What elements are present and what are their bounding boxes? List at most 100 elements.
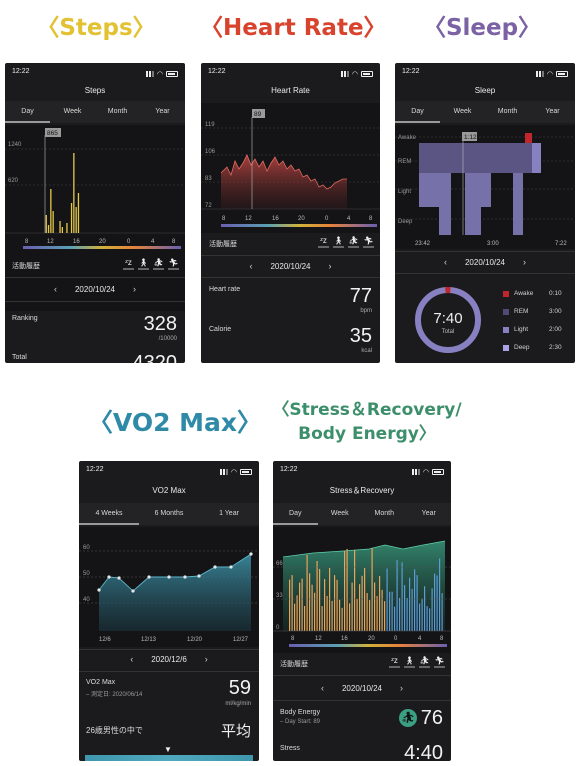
sleep-z-icon[interactable]: ᶻz	[123, 258, 134, 270]
total-label: Total	[12, 354, 27, 361]
prev-date-button[interactable]: ‹	[130, 654, 134, 664]
sleep-chart[interactable]: Awake REM Light Deep 1:12 23:42 3:00 7:2…	[395, 125, 575, 249]
battery-icon	[432, 468, 444, 475]
tab-year[interactable]: Year	[421, 510, 436, 517]
sprint-icon[interactable]: 🏃︎	[168, 258, 179, 270]
stress-bar	[434, 573, 436, 631]
stress-bar	[294, 603, 296, 631]
rem-band	[419, 143, 537, 173]
steps-chart[interactable]: 1240 620 865 8 12 16 20 0 4 8	[5, 125, 185, 311]
stress-bar	[389, 591, 391, 631]
signal-icon	[340, 70, 349, 77]
run-icon[interactable]: ⛹︎	[348, 236, 359, 248]
stress-bar	[416, 575, 418, 631]
x-tick: 8	[222, 216, 226, 222]
date-label: 2020/12/6	[151, 654, 187, 664]
sleep-caption: 〈Sleep〉	[422, 15, 542, 41]
tab-week[interactable]: Week	[63, 108, 82, 115]
tab-day[interactable]: Day	[395, 101, 440, 123]
activity-label: 活動履歴	[280, 661, 308, 668]
wifi-icon: ◠	[422, 468, 429, 476]
level-pointer-icon: ▼	[164, 745, 172, 754]
sleep-z-icon[interactable]: ᶻz	[318, 236, 329, 248]
tab-day[interactable]: Day	[273, 503, 318, 525]
marker-box	[252, 109, 265, 118]
activity-icons: ᶻz 🚶︎ ⛹︎ 🏃︎	[318, 236, 374, 248]
walk-icon[interactable]: 🚶︎	[138, 258, 149, 270]
prev-date-button[interactable]: ‹	[443, 257, 447, 267]
stress-bar	[341, 607, 343, 631]
sleep-z-icon[interactable]: ᶻz	[389, 656, 400, 668]
marker-label: 1:12	[464, 134, 477, 141]
stress-bar	[301, 578, 303, 631]
next-date-button[interactable]: ›	[523, 257, 527, 267]
tab-6-months[interactable]: 6 Months	[154, 510, 184, 517]
step-bar	[52, 211, 54, 233]
tab-1-year[interactable]: 1 Year	[219, 510, 239, 517]
next-date-button[interactable]: ›	[204, 654, 208, 664]
y-tick: 620	[8, 178, 19, 184]
step-bar	[47, 225, 50, 233]
prev-date-button[interactable]: ‹	[53, 284, 57, 294]
stress-chart[interactable]: 66 33 0 8 12 16 20 0 4 8	[273, 527, 451, 653]
next-date-button[interactable]: ›	[133, 284, 137, 294]
next-date-button[interactable]: ›	[328, 261, 332, 271]
body-energy-label: Body Energy	[280, 709, 321, 716]
tab-year[interactable]: Year	[545, 108, 560, 115]
tab-month[interactable]: Month	[497, 108, 518, 115]
y-tick: 106	[205, 149, 216, 155]
tab-week[interactable]: Week	[330, 510, 349, 517]
legend-awake: Awake 0:10	[503, 290, 562, 297]
run-icon[interactable]: ⛹︎	[153, 258, 164, 270]
step-bar	[70, 203, 73, 233]
vo2-chart[interactable]: 60 50 40 12/6 12/13 12/20 12/27	[79, 527, 259, 647]
deep-swatch	[503, 344, 509, 351]
legend-time: 2:00	[549, 326, 562, 333]
sprint-icon[interactable]: 🏃︎	[434, 656, 445, 668]
tab-day[interactable]: Day	[5, 101, 50, 123]
tab-week[interactable]: Week	[453, 108, 472, 115]
heart-rate-value: 77	[349, 285, 372, 307]
ranking-unit: /10000	[158, 336, 177, 342]
x-tick: 8	[25, 239, 29, 245]
status-time: 12:22	[402, 68, 420, 75]
date-nav: ‹ 2020/10/24 ›	[5, 280, 185, 298]
stress-bar	[319, 568, 321, 631]
vo2-caption: 〈VO2 Max〉	[87, 408, 263, 437]
walk-icon[interactable]: 🚶︎	[404, 656, 415, 668]
x-tick: 4	[418, 636, 422, 642]
tab-month[interactable]: Month	[107, 108, 128, 115]
date-nav: ‹ 2020/10/24 ›	[395, 253, 575, 271]
stress-bar	[354, 549, 356, 631]
tab-month[interactable]: Month	[374, 510, 394, 517]
run-icon[interactable]: ⛹︎	[419, 656, 430, 668]
sprint-icon[interactable]: 🏃︎	[363, 236, 374, 248]
date-label: 2020/10/24	[74, 284, 116, 294]
x-tick: 16	[73, 239, 80, 245]
signal-icon	[145, 70, 154, 77]
prev-date-button[interactable]: ‹	[320, 683, 324, 693]
y-tick: 60	[83, 545, 90, 551]
status-bar: 12:22 ◠	[79, 461, 259, 477]
stress-bar	[381, 589, 383, 631]
heart-rate-chart[interactable]: 119 106 83 72 89 8 12 16 20 0 4 8	[201, 103, 380, 233]
x-tick: 12/20	[187, 637, 203, 643]
compare-value: 平均	[220, 723, 251, 740]
tab-year[interactable]: Year	[155, 108, 170, 115]
stress-bar	[291, 575, 293, 631]
tab-4-weeks[interactable]: 4 Weeks	[79, 503, 139, 525]
stress-bar	[429, 608, 431, 631]
stress-bar	[356, 598, 358, 631]
y-tick: 119	[205, 122, 215, 128]
next-date-button[interactable]: ›	[400, 683, 404, 693]
x-tick: 0	[394, 636, 398, 642]
prev-date-button[interactable]: ‹	[249, 261, 253, 271]
y-tick: 40	[83, 597, 90, 603]
step-bar	[50, 189, 52, 233]
heart-rate-unit: bpm	[360, 308, 372, 314]
compare-label: 26歳男性の中で	[86, 726, 143, 735]
body-energy-icon: ⛹︎	[399, 709, 417, 727]
activity-row: 活動履歴 ᶻz 🚶︎ ⛹︎ 🏃︎	[5, 255, 185, 275]
divider	[79, 671, 259, 672]
walk-icon[interactable]: 🚶︎	[333, 236, 344, 248]
